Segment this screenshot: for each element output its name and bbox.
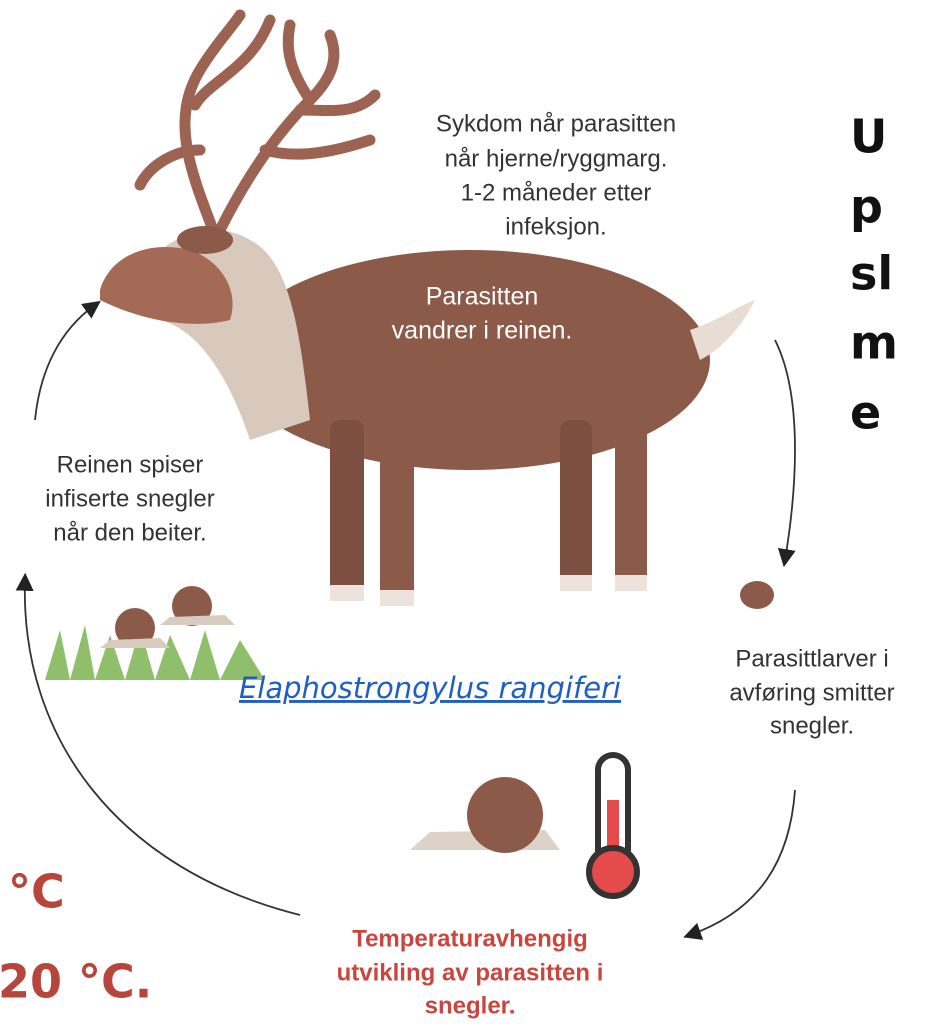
left-fragment: 20 °C. <box>0 955 152 1009</box>
eats-text: infiserte snegler <box>45 485 214 512</box>
right-fragment: e <box>850 386 881 440</box>
eats-text: Reinen spiser <box>57 451 204 478</box>
disease-text: infeksjon. <box>505 213 606 240</box>
feces <box>740 581 774 609</box>
larvae-text: snegler. <box>770 712 854 739</box>
species-link[interactable]: Elaphostrongylus rangiferi <box>239 671 621 705</box>
right-fragment: sl <box>850 247 893 301</box>
larvae-text: avføring smitter <box>729 679 894 706</box>
larvae-text: Parasittlarver i <box>735 645 888 672</box>
disease-text: når hjerne/ryggmarg. <box>445 145 668 172</box>
disease-text: 1-2 måneder etter <box>461 179 652 206</box>
migrate-text: Parasitten <box>426 283 539 311</box>
temperature-text: utvikling av parasitten i <box>337 959 604 986</box>
eats-text: når den beiter. <box>53 519 206 546</box>
temperature-text: Temperaturavhengig <box>352 925 588 952</box>
left-fragment: °C <box>8 865 65 919</box>
migrate-text: vandrer i reinen. <box>392 317 573 345</box>
right-fragment: p <box>850 180 883 234</box>
grass-snails <box>45 586 265 680</box>
snail-thermometer <box>410 752 640 899</box>
cycle-arrows <box>15 300 796 940</box>
antlers <box>134 9 381 241</box>
right-fragment: U <box>850 110 887 164</box>
reindeer <box>100 226 755 606</box>
temperature-text: snegler. <box>425 992 516 1019</box>
disease-text: Sykdom når parasitten <box>436 110 676 137</box>
right-fragment: m <box>850 316 898 370</box>
